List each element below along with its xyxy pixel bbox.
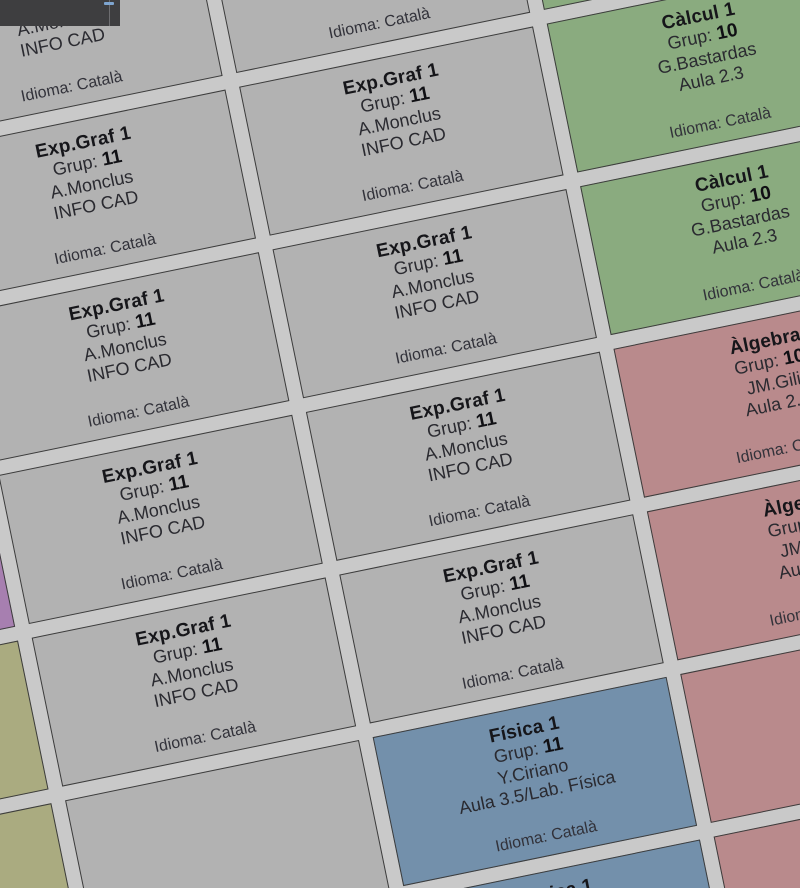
cell-language-label: Idioma: Català bbox=[768, 592, 800, 630]
cell-subject-title: Física 1 bbox=[521, 875, 595, 888]
cell-language-label: Idioma: Català bbox=[734, 429, 800, 468]
cell-language-label: Idioma: Català bbox=[701, 267, 800, 305]
cell-group-number: 10 bbox=[781, 345, 800, 370]
